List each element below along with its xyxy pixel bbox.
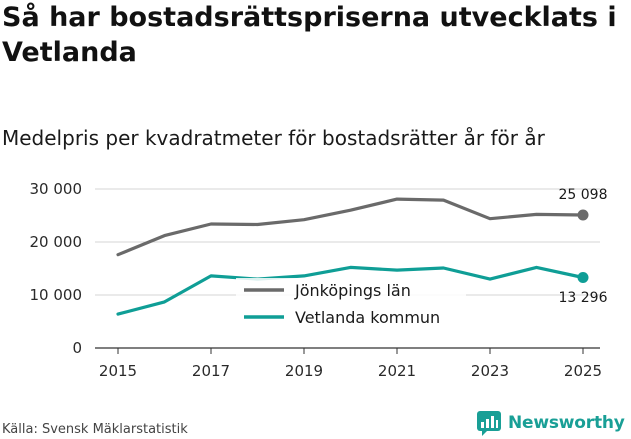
end-point-vetlanda	[577, 272, 589, 284]
end-point-jonkoping	[577, 209, 589, 221]
legend-label-vetlanda: Vetlanda kommun	[295, 308, 440, 327]
brand-logo: Newsworthy	[476, 408, 625, 438]
y-tick-label: 20 000	[30, 233, 83, 251]
end-label-vetlanda: 13 296	[559, 290, 608, 306]
x-tick-label: 2017	[192, 362, 230, 380]
page-title: Så har bostadsrättspriserna utvecklats i…	[2, 2, 617, 68]
chart-subtitle: Medelpris per kvadratmeter för bostadsrä…	[2, 126, 545, 150]
source-note: Källa: Svensk Mäklarstatistik	[2, 422, 188, 437]
y-tick-label: 10 000	[30, 286, 83, 304]
axes: 0 10 000 20 000 30 000 2015 2017 2019 2021 2023 2…	[30, 180, 603, 380]
brand-name: Newsworthy	[508, 413, 625, 433]
newsworthy-logo-icon	[477, 411, 501, 436]
y-tick-label: 0	[72, 339, 82, 357]
y-tick-label: 30 000	[30, 180, 83, 198]
x-tick-label: 2021	[378, 362, 416, 380]
end-labels: 25 098 13 296	[559, 187, 608, 306]
legend-label-jonkoping: Jönköpings län	[294, 281, 411, 300]
end-label-jonkoping: 25 098	[559, 187, 608, 203]
legend-background	[236, 278, 466, 330]
x-tick-label: 2025	[564, 362, 602, 380]
series-line-jonkoping	[116, 197, 585, 257]
x-tick-label: 2015	[99, 362, 137, 380]
series-line-vetlanda	[116, 265, 585, 316]
x-tick-label: 2023	[471, 362, 509, 380]
x-tick-label: 2019	[285, 362, 323, 380]
series-lines	[116, 197, 589, 316]
legend: Jönköpings län Vetlanda kommun	[236, 278, 466, 330]
